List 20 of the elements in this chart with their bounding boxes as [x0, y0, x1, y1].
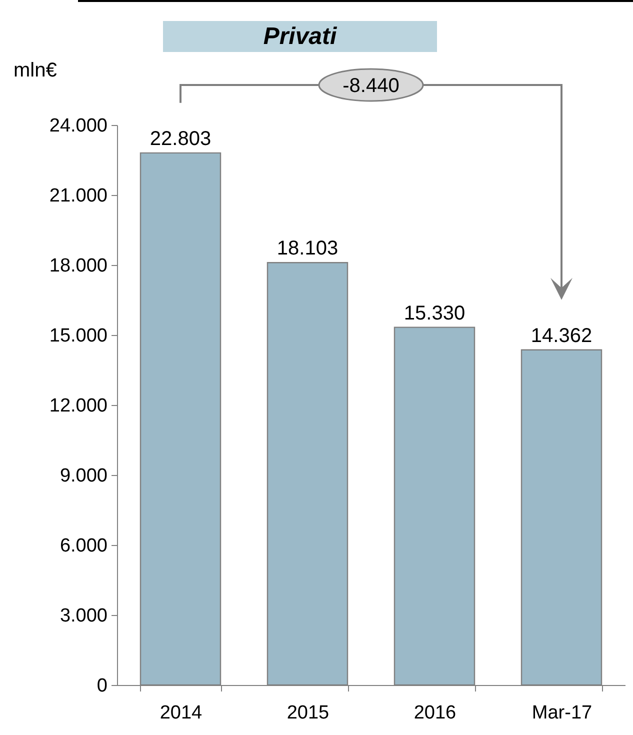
y-tick-label: 12.000: [49, 396, 108, 416]
y-tick-label: 6.000: [60, 536, 108, 556]
x-tick-label: 2016: [414, 702, 456, 724]
data-label: 14.362: [530, 324, 592, 347]
y-tick-label: 24.000: [49, 116, 108, 136]
data-label: 18.103: [276, 238, 338, 260]
y-tick-label: 18.000: [49, 256, 108, 276]
y-axis-title: mln€: [14, 60, 57, 82]
x-tick-label: Mar-17: [532, 702, 592, 724]
y-tick-label: 0: [96, 676, 108, 696]
data-label: 22.803: [150, 128, 212, 150]
text: -8.440: [342, 75, 400, 97]
y-tick-label: 15.000: [49, 326, 108, 346]
y-tick-label: 3.000: [60, 606, 108, 626]
y-tick-label: 21.000: [49, 186, 108, 206]
data-label: 15.330: [404, 302, 466, 324]
x-tick-label: 2014: [160, 702, 203, 724]
x-tick-label: 2015: [286, 702, 330, 724]
y-tick-label: 9.000: [60, 466, 108, 486]
chart-title: Privati: [163, 21, 437, 52]
